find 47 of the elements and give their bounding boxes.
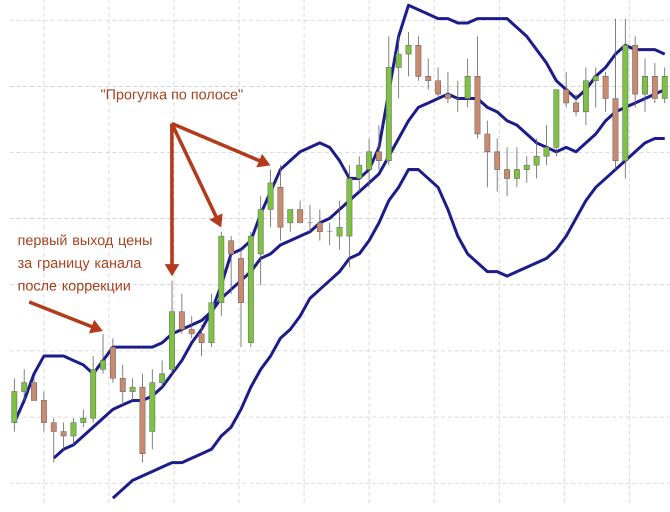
candlestick [435,66,442,99]
candlestick [376,124,382,170]
candlestick [464,58,471,108]
candlestick [563,71,570,108]
candlestick [31,378,37,401]
candlestick [454,80,461,112]
candlestick [70,418,76,446]
candlestick [514,146,520,188]
candlestick [326,222,333,246]
candlestick [159,360,166,388]
candlestick [316,208,323,241]
candlestick [40,390,47,432]
candlestick [100,333,106,374]
candlestick [287,208,294,232]
candlestick [228,236,234,294]
candlestick [544,124,550,166]
candlestick [642,58,648,112]
candlestick [50,418,57,463]
candlestick [130,378,136,401]
candlestick [652,62,658,104]
annotation: "Прогулка по полосе" [101,89,243,102]
candlestick [188,315,195,338]
candlestick [592,66,599,108]
candlestick [198,324,205,356]
candlestick [662,66,668,104]
candlestick [356,156,362,192]
candlestick [120,364,126,406]
candlestick [366,138,372,188]
candlestick [573,93,579,116]
candlestick [406,31,412,76]
candlestick [425,58,432,90]
candlestick [534,138,540,179]
candlestick [297,200,304,224]
candlestick [21,368,28,401]
candlestick [445,71,451,104]
candlestick [80,408,86,428]
candlestick [504,146,510,196]
candlestick [336,200,342,250]
candlestick [524,156,530,184]
candlestick [602,71,609,112]
candlestick [307,204,313,232]
candlestick [484,120,490,188]
candlestick [60,422,67,450]
candlestick [178,293,185,334]
annotation: первый выход цены за границу канала после коррекции [18,234,152,294]
candlestick [494,138,500,192]
candlestick [396,36,402,99]
